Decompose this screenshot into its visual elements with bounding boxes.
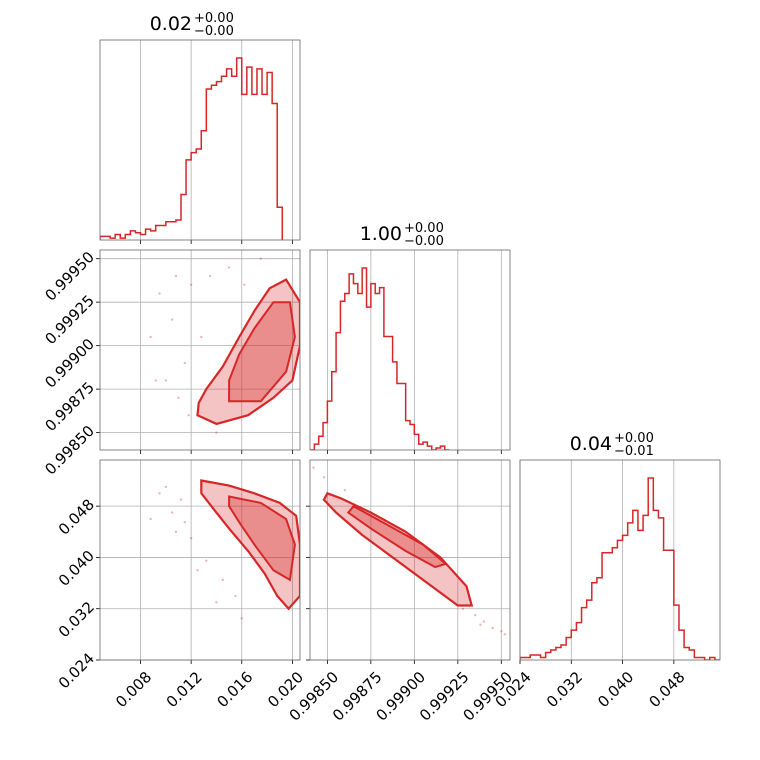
histogram-step-line (100, 57, 284, 240)
sample-point (149, 517, 152, 521)
sample-point (174, 530, 178, 533)
sample-point (215, 431, 218, 434)
sample-point (221, 578, 224, 582)
param-title-plus: +0.00 (614, 431, 654, 446)
sample-point (461, 607, 465, 610)
scatter-points (312, 466, 506, 636)
histogram-panel-1: 1.00 +0.00−0.00 (309, 221, 511, 454)
y-tick-label: 0.032 (55, 598, 98, 641)
panel-frame (309, 459, 511, 661)
sample-point (164, 379, 168, 382)
density-contours (196, 278, 300, 426)
y-tick-label: 0.040 (55, 547, 98, 590)
param-title-minus: −0.00 (404, 234, 444, 249)
sample-point (158, 492, 161, 495)
sample-point (177, 396, 180, 400)
param-title-minus: −0.01 (614, 444, 654, 459)
param-title-value: 0.02 (150, 13, 192, 35)
sample-point (312, 466, 315, 469)
sample-point (174, 274, 178, 278)
sample-point (154, 379, 157, 382)
contour-level-1 (196, 278, 300, 426)
x-grid (140, 460, 293, 660)
sample-point (170, 318, 174, 321)
panel-frame (519, 459, 721, 661)
x-tick-label: 0.040 (594, 668, 637, 711)
y-tick-label: 0.024 (55, 649, 98, 692)
y-grid (100, 258, 300, 434)
y-grid (310, 505, 510, 661)
panel-frame (99, 249, 301, 451)
sample-point (234, 594, 237, 598)
param-title-value: 0.04 (570, 433, 612, 455)
sample-point (474, 613, 477, 617)
x-tick-label: 0.032 (543, 668, 586, 711)
panel-frame (99, 39, 301, 241)
sample-point (208, 274, 212, 278)
sample-point (215, 601, 218, 604)
sample-point (196, 569, 199, 572)
histogram-panel-0: 0.02 +0.00−0.00 (99, 11, 301, 244)
histogram-step-line (520, 477, 720, 660)
y-tick-label: 0.048 (55, 495, 98, 538)
contour-level-2 (228, 495, 296, 582)
sample-point (503, 633, 506, 636)
sample-point (479, 623, 482, 626)
sample-point (158, 292, 161, 295)
param-title-minus: −0.00 (194, 24, 234, 39)
param-title-value: 1.00 (360, 223, 402, 245)
sample-point (200, 335, 203, 339)
panel-layer: 0.02 +0.00−0.001.00 +0.00−0.000.024 0.032 0.… (41, 11, 721, 725)
histogram-step-line (310, 267, 450, 450)
sample-point (240, 617, 243, 620)
sample-point (189, 537, 193, 540)
contour-level-1 (322, 491, 474, 607)
density-contours (200, 479, 300, 611)
sample-point (243, 283, 246, 286)
sample-point (183, 520, 187, 524)
x-grid (140, 40, 293, 240)
sample-point (183, 361, 187, 365)
sample-point (179, 498, 183, 501)
sample-point (164, 485, 168, 489)
x-tick-label: 0.008 (112, 668, 155, 711)
sample-point (491, 626, 494, 630)
sample-point (189, 283, 193, 286)
sample-point (259, 257, 262, 260)
sample-point (187, 414, 190, 417)
x-tick-label: 0.016 (213, 668, 256, 711)
panel-frame (309, 249, 511, 451)
sample-point (149, 335, 152, 339)
panel-frame (99, 459, 301, 661)
param-title-plus: +0.00 (404, 221, 444, 236)
contour-level-2 (228, 301, 296, 403)
sample-point (500, 629, 503, 633)
sample-point (482, 620, 486, 623)
density-contours (322, 491, 474, 607)
sample-point (170, 511, 174, 514)
x-tick-label: 0.048 (645, 668, 688, 711)
contour-level-2 (346, 504, 448, 569)
param-title-plus: +0.00 (194, 11, 234, 26)
x-grid (519, 460, 675, 660)
sample-point (322, 476, 326, 479)
sample-point (343, 488, 346, 492)
sample-point (227, 266, 231, 269)
scatter-points (149, 257, 262, 434)
sample-point (205, 559, 208, 562)
x-tick-label: 0.012 (163, 668, 206, 711)
scatter-points (149, 485, 243, 620)
